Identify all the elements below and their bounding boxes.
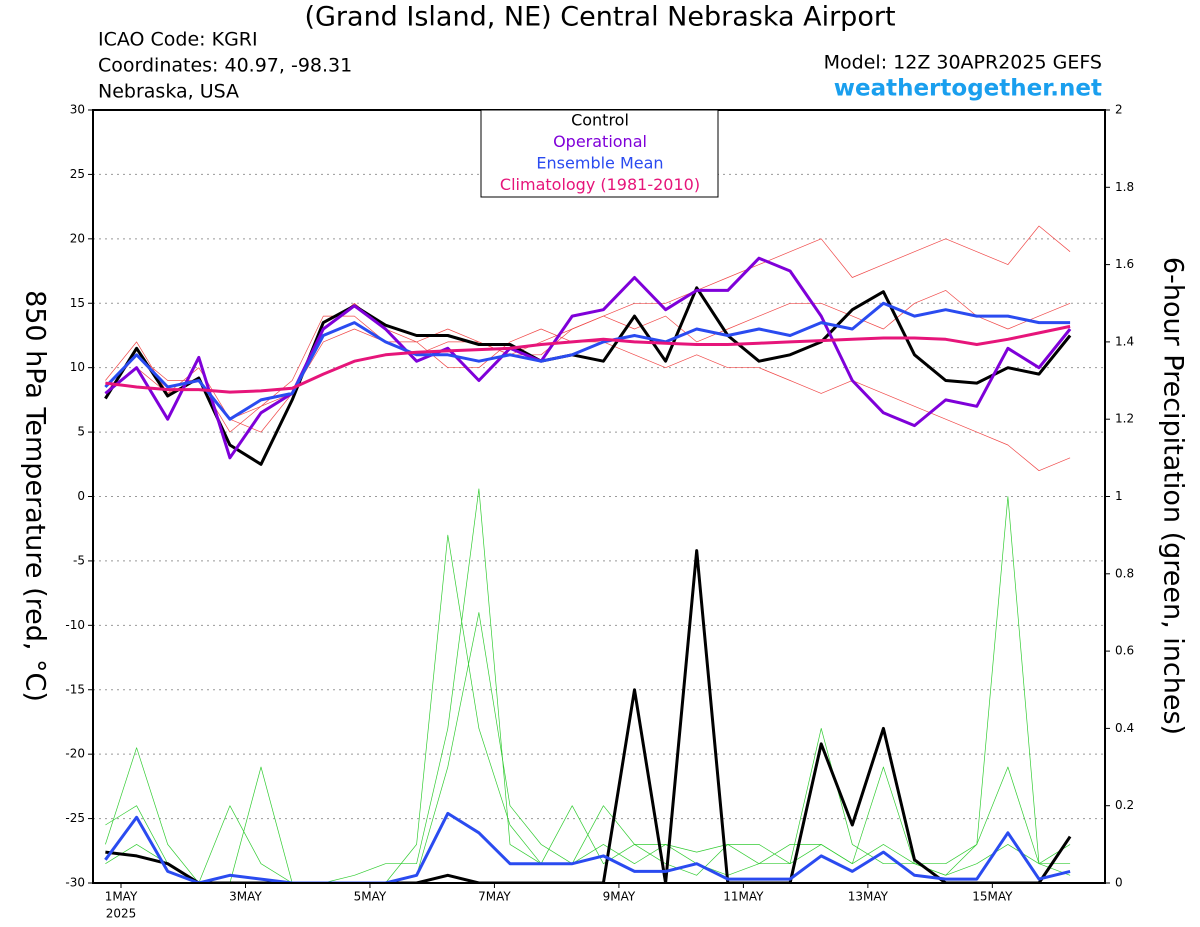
y2-tick-label: 2 (1115, 103, 1123, 117)
info-line: ICAO Code: KGRI (98, 29, 258, 51)
x-tick-label: 3MAY (229, 890, 262, 904)
chart-title: (Grand Island, NE) Central Nebraska Airp… (304, 2, 895, 33)
y2-tick-label: 1.4 (1115, 334, 1134, 348)
y-tick-label: 20 (70, 231, 85, 245)
legend-entry: Operational (553, 132, 647, 151)
y-tick-label: -30 (65, 876, 85, 890)
legend-entry: Ensemble Mean (536, 154, 663, 173)
y-tick-label: -25 (65, 811, 85, 825)
y-tick-label: -5 (73, 553, 85, 567)
y2-tick-label: 1.8 (1115, 180, 1134, 194)
y-tick-label: 10 (70, 360, 85, 374)
member-line (105, 225, 1071, 433)
x-tick-label: 11MAY (723, 890, 764, 904)
info-line: Nebraska, USA (98, 81, 239, 103)
year-label: 2025 (106, 907, 137, 921)
y-tick-label: 30 (70, 103, 85, 117)
precip-line (104, 811, 1071, 883)
y2-tick-label: 1.2 (1115, 412, 1134, 426)
site-label: weathertogether.net (834, 76, 1102, 102)
y-tick-label: -15 (65, 682, 85, 696)
x-tick-label: 7MAY (478, 890, 511, 904)
x-tick-label: 9MAY (603, 890, 636, 904)
y2-tick-label: 1 (1115, 489, 1123, 503)
y-axis-label: 850 hPa Temperature (red, °C) (20, 290, 51, 702)
x-tick-label: 15MAY (972, 890, 1013, 904)
member-line (105, 534, 1071, 883)
series-line (104, 301, 1071, 421)
y-tick-label: -20 (65, 747, 85, 761)
series-line (105, 324, 1071, 394)
member-line (105, 612, 1071, 883)
y2-tick-label: 0 (1115, 876, 1123, 890)
x-tick-label: 13MAY (848, 890, 889, 904)
legend-box (480, 109, 719, 198)
series-line (104, 256, 1072, 460)
y2-axis-label: 6-hour Precipitation (green, inches) (1158, 257, 1189, 735)
y2-tick-label: 0.8 (1115, 566, 1134, 580)
y2-tick-label: 0.2 (1115, 798, 1134, 812)
member-line (105, 488, 1071, 883)
y-tick-label: -10 (65, 618, 85, 632)
y2-tick-label: 0.6 (1115, 644, 1134, 658)
precip-line (105, 549, 1072, 883)
info-line: Coordinates: 40.97, -98.31 (98, 55, 352, 77)
series-line (104, 286, 1072, 466)
x-tick-label: 5MAY (354, 890, 387, 904)
y-tick-label: 15 (70, 296, 85, 310)
y-tick-label: 0 (77, 489, 85, 503)
y-tick-label: 25 (70, 167, 85, 181)
y-tick-label: 5 (77, 425, 85, 439)
member-line (105, 290, 1071, 420)
legend-entry: Climatology (1981-2010) (500, 175, 700, 194)
y2-tick-label: 1.6 (1115, 257, 1134, 271)
legend-entry: Control (571, 111, 629, 130)
y2-tick-label: 0.4 (1115, 721, 1134, 735)
x-tick-label: 1MAY (105, 890, 138, 904)
member-line (105, 302, 1071, 472)
model-label: Model: 12Z 30APR2025 GEFS (824, 52, 1102, 74)
